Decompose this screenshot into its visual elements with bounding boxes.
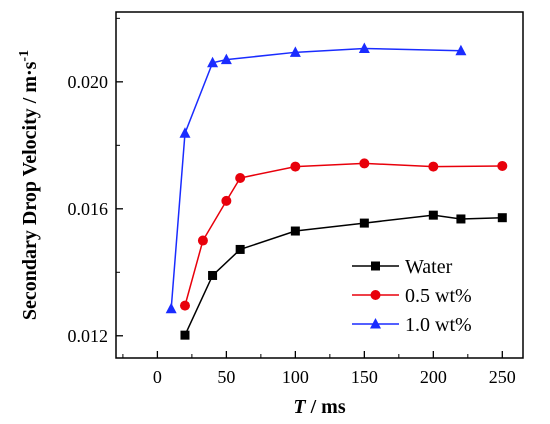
data-point-water	[456, 214, 466, 224]
series-layer	[165, 42, 508, 340]
legend-item-0-5wt: 0.5 wt%	[352, 285, 472, 307]
data-point-1-0wt	[179, 127, 191, 138]
legend-item-water: Water	[352, 256, 453, 278]
legend-label-water: Water	[405, 256, 453, 278]
data-point-0-5wt	[428, 161, 439, 172]
y-tick-label: 0.020	[68, 72, 109, 92]
data-point-water	[290, 226, 300, 236]
x-tick-label: 200	[420, 367, 447, 387]
plot-frame	[115, 11, 524, 359]
x-axis-title-unit: / ms	[306, 396, 346, 418]
data-point-1-0wt	[220, 53, 232, 65]
legend-marker-shape	[370, 290, 381, 300]
data-point-0-5wt	[497, 160, 508, 171]
data-point-1-0wt	[207, 56, 219, 68]
data-point-0-5wt	[290, 161, 301, 172]
data-point-water	[497, 213, 507, 223]
legend-marker-shape	[370, 318, 381, 329]
data-point-1-0wt	[289, 46, 301, 57]
legend-item-1-0wt: 1.0 wt%	[352, 314, 472, 336]
plot-area	[115, 11, 524, 359]
axis-ticks	[116, 17, 503, 358]
data-point-water	[208, 270, 218, 280]
data-point-water	[359, 218, 369, 228]
series-0-5wt	[179, 158, 508, 311]
y-axis-title-superscript: -1	[17, 50, 32, 62]
data-point-0-5wt	[221, 195, 232, 206]
x-tick-label: 100	[282, 367, 309, 387]
data-point-0-5wt	[197, 235, 208, 246]
legend-marker-0-5wt	[370, 290, 381, 300]
data-point-1-0wt	[165, 302, 177, 314]
data-point-1-0wt	[358, 42, 370, 54]
x-axis-title-symbol: T	[293, 396, 306, 418]
data-point-1-0wt	[455, 44, 467, 56]
tick-labels: 0 50 100 150 200 250 0.012 0.016 0.020	[68, 72, 516, 387]
legend-label-1-0wt: 1.0 wt%	[405, 314, 472, 336]
y-axis-title: Secondary Drop Velocity / m·s-1	[17, 50, 41, 320]
data-point-0-5wt	[235, 173, 246, 184]
series-line-water	[184, 214, 503, 336]
x-tick-label: 50	[217, 367, 235, 387]
x-tick-label: 150	[351, 367, 378, 387]
series-line-0-5wt	[184, 162, 503, 306]
legend-label-0-5wt: 0.5 wt%	[405, 285, 472, 307]
data-point-0-5wt	[179, 300, 190, 311]
y-tick-label: 0.012	[68, 326, 109, 346]
y-tick-label: 0.016	[68, 199, 109, 219]
series-water	[180, 210, 507, 340]
series-1-0wt	[165, 42, 467, 314]
legend-marker-1-0wt	[370, 318, 381, 329]
data-point-water	[428, 210, 438, 220]
legend-marker-water	[371, 261, 380, 271]
legend: Water 0.5 wt% 1.0 wt%	[352, 256, 472, 336]
data-point-water	[180, 330, 190, 340]
x-tick-label: 0	[153, 367, 162, 387]
x-tick-label: 250	[489, 367, 516, 387]
x-axis-title: T / ms	[293, 396, 345, 418]
data-point-0-5wt	[359, 158, 370, 169]
data-point-water	[235, 244, 245, 254]
y-axis-title-main: Secondary Drop Velocity / m·s	[19, 61, 41, 320]
legend-marker-shape	[371, 261, 380, 271]
